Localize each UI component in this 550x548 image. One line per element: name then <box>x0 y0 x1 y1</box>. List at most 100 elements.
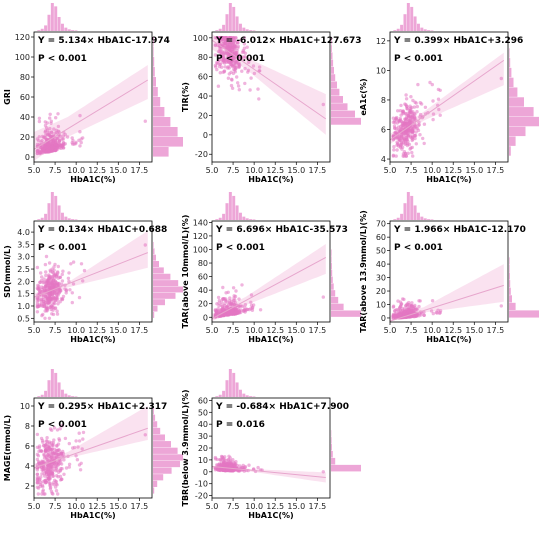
x-axis-label: HbA1C(%) <box>248 511 293 520</box>
data-point <box>71 260 76 264</box>
y-tick-label: 20 <box>20 133 30 142</box>
data-point <box>55 298 59 303</box>
histogram-bar <box>509 58 511 68</box>
data-point <box>61 134 65 138</box>
x-tick-label: 12.5 <box>444 166 462 175</box>
data-point <box>236 84 241 88</box>
histogram-bar <box>60 23 64 31</box>
data-point <box>249 303 254 308</box>
histogram-bar <box>509 280 511 288</box>
y-tick-label: 1.0 <box>17 302 30 311</box>
data-point <box>321 295 325 299</box>
y-tick-label: -10 <box>195 480 208 489</box>
data-point <box>431 311 435 316</box>
data-point <box>50 465 54 469</box>
regression-equation: Y = 5.134× HbA1C-17.974 <box>37 36 170 46</box>
y-tick-label: 80 <box>198 53 208 62</box>
data-point <box>78 113 82 118</box>
y-tick-label: 20 <box>198 111 208 120</box>
data-point <box>43 450 47 454</box>
histogram-bar <box>331 249 332 256</box>
histogram-bar <box>242 27 246 31</box>
histogram-bar <box>153 414 156 421</box>
histogram-bar <box>228 3 232 31</box>
histogram-bar <box>249 396 253 397</box>
data-point <box>55 312 60 316</box>
histogram-bar <box>403 203 407 220</box>
data-point <box>228 456 232 460</box>
data-point <box>417 120 421 124</box>
x-tick-label: 17.5 <box>486 326 504 335</box>
right-marginal-histogram <box>509 257 539 318</box>
histogram-bar <box>245 218 249 220</box>
data-point <box>397 314 401 319</box>
histogram-bar <box>249 219 253 220</box>
y-tick-label: 70 <box>376 220 386 229</box>
data-point <box>438 113 442 117</box>
data-point <box>56 302 60 306</box>
histogram-bar <box>153 487 155 494</box>
histogram-bar <box>238 212 242 220</box>
data-point <box>391 116 396 120</box>
histogram-bar <box>57 205 61 220</box>
data-point <box>431 117 435 122</box>
histogram-bar <box>54 195 58 220</box>
data-point <box>64 466 69 470</box>
histogram-bar <box>331 444 332 451</box>
data-point <box>48 140 53 144</box>
y-tick-label: 1.5 <box>17 290 30 299</box>
y-tick-label: 4 <box>381 155 386 164</box>
data-point <box>391 120 396 124</box>
histogram-bar <box>509 272 510 280</box>
x-tick-label: 7.5 <box>227 166 240 175</box>
data-point <box>228 312 232 316</box>
data-point <box>438 310 442 315</box>
data-point <box>249 307 253 311</box>
data-point <box>411 154 415 158</box>
data-point <box>37 139 41 143</box>
data-point <box>55 448 59 453</box>
x-tick-label: 12.5 <box>444 326 462 335</box>
data-point <box>58 134 62 138</box>
data-point <box>70 136 74 140</box>
regression-line <box>34 79 149 150</box>
data-point <box>418 299 422 303</box>
histogram-bar <box>331 263 332 270</box>
data-point <box>63 287 67 291</box>
histogram-bar <box>153 37 154 47</box>
data-point <box>44 298 49 302</box>
histogram-bar <box>153 273 171 280</box>
y-tick-label: 120 <box>193 232 208 241</box>
data-point <box>60 297 65 302</box>
histogram-bar <box>153 107 165 117</box>
data-point <box>49 130 54 134</box>
histogram-bar <box>238 389 242 397</box>
data-point <box>77 463 82 467</box>
data-point <box>217 58 222 62</box>
data-point <box>232 463 236 467</box>
data-point <box>143 433 147 437</box>
data-point <box>217 304 221 308</box>
x-tick-label: 15.0 <box>465 326 483 335</box>
x-tick-label: 5.0 <box>206 502 219 511</box>
data-point <box>256 87 260 91</box>
data-point <box>429 309 434 313</box>
data-point <box>44 296 49 300</box>
x-tick-label: 7.5 <box>227 326 240 335</box>
data-point <box>410 150 414 155</box>
y-tick-label: 100 <box>15 53 30 62</box>
data-point <box>412 105 417 109</box>
data-point <box>235 307 239 312</box>
data-point <box>225 467 230 472</box>
data-point <box>404 111 408 116</box>
histogram-bar <box>509 77 514 88</box>
x-axis-label: HbA1C(%) <box>70 175 115 184</box>
x-tick-label: 12.5 <box>266 166 284 175</box>
top-marginal-histogram <box>215 192 256 220</box>
histogram-bar <box>222 24 226 31</box>
y-tick-label: 8 <box>381 96 386 105</box>
data-point <box>399 103 403 108</box>
data-point <box>52 450 57 455</box>
data-point <box>35 485 40 489</box>
histogram-bar <box>153 261 159 267</box>
